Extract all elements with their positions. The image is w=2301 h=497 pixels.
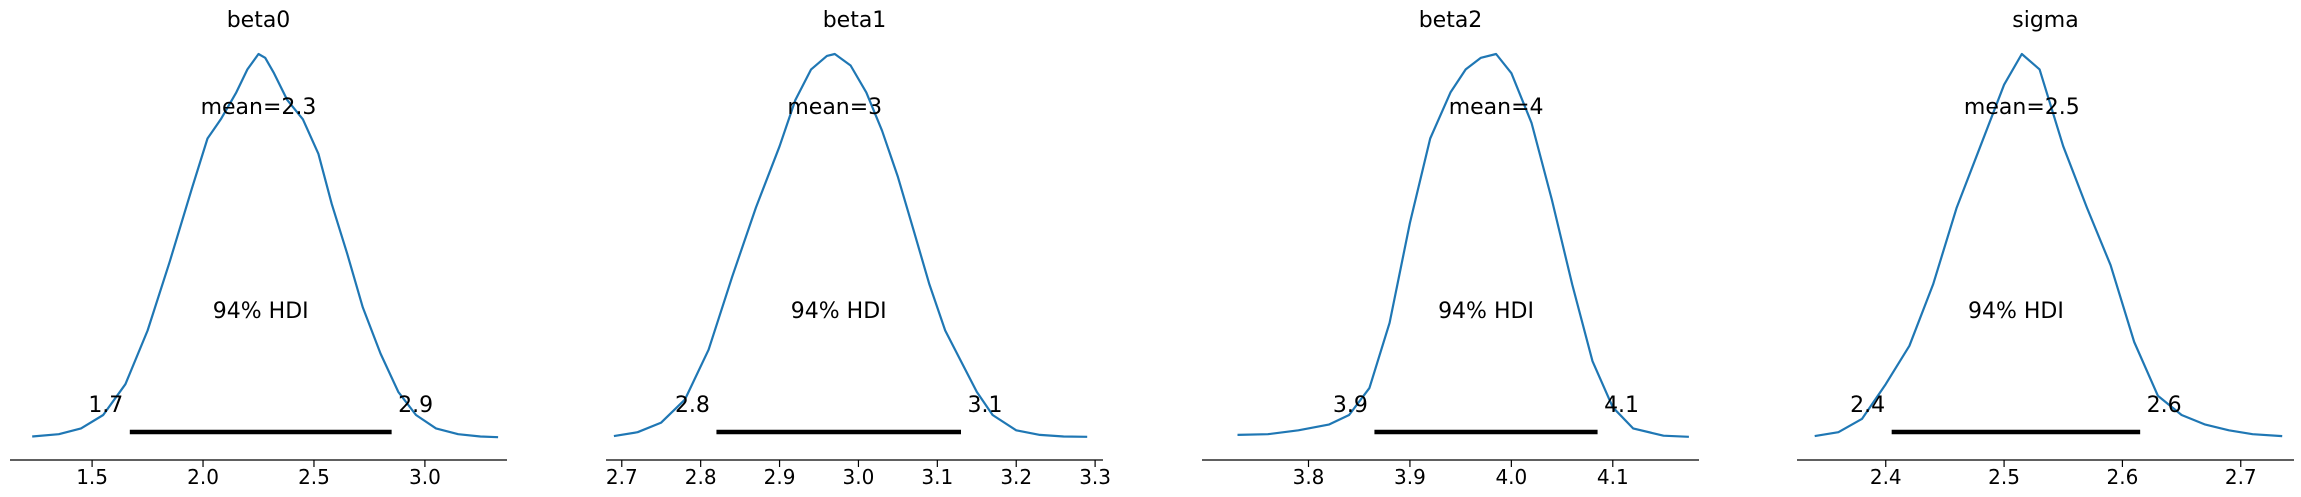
hdi-low-label: 3.9 (1333, 393, 1368, 418)
panel-title: beta1 (823, 8, 887, 33)
x-tick-label: 4.0 (1495, 465, 1527, 489)
density-line (32, 52, 499, 439)
mean-label: mean=2.5 (1964, 95, 2080, 120)
panel-beta2: beta2 mean=4 94% HDI 3.9 4.1 3.8 3.9 4.0 4.1 (1202, 8, 1699, 489)
hdi-label: 94% HDI (791, 299, 887, 324)
mean-label: mean=2.3 (201, 95, 317, 120)
x-tick-label: 1.5 (76, 465, 108, 489)
x-tick-label: 3.2 (1000, 465, 1032, 489)
hdi-low-label: 2.8 (675, 393, 710, 418)
x-tick-label: 3.0 (409, 465, 441, 489)
hdi-high-label: 2.9 (398, 393, 433, 418)
x-tick-label: 2.7 (606, 465, 638, 489)
x-tick-label: 3.1 (921, 465, 953, 489)
x-tick-label: 2.5 (298, 465, 330, 489)
panel-title: sigma (2012, 8, 2078, 33)
panel-title: beta0 (227, 8, 291, 33)
hdi-high-label: 3.1 (968, 393, 1003, 418)
x-tick-label: 2.5 (1988, 465, 2020, 489)
x-tick-label: 2.6 (2107, 465, 2139, 489)
panel-beta0: beta0 mean=2.3 94% HDI 1.7 2.9 1.5 2.0 2.5 3.0 (10, 8, 507, 489)
hdi-label: 94% HDI (1438, 299, 1534, 324)
x-tick-label: 2.9 (764, 465, 796, 489)
x-tick-label: 3.0 (843, 465, 875, 489)
hdi-label: 94% HDI (1968, 299, 2064, 324)
x-tick-label: 4.1 (1597, 465, 1629, 489)
hdi-low-label: 1.7 (88, 393, 123, 418)
x-tick-label: 3.8 (1293, 465, 1325, 489)
panel-beta1: beta1 mean=3 94% HDI 2.8 3.1 2.7 2.8 2.9 3.0 3.1 3… (606, 8, 1111, 489)
density-line (1237, 52, 1689, 438)
x-tick-label: 2.4 (1870, 465, 1902, 489)
panel-title: beta2 (1419, 8, 1483, 33)
x-tick-label: 3.9 (1394, 465, 1426, 489)
hdi-low-label: 2.4 (1850, 393, 1885, 418)
x-tick-label: 2.0 (187, 465, 219, 489)
mean-label: mean=4 (1449, 95, 1544, 120)
density-line (613, 52, 1088, 438)
x-tick-label: 3.3 (1079, 465, 1111, 489)
hdi-high-label: 2.6 (2147, 393, 2182, 418)
panel-sigma: sigma mean=2.5 94% HDI 2.4 2.6 2.4 2.5 2.6 2.7 (1797, 8, 2294, 489)
hdi-high-label: 4.1 (1604, 393, 1639, 418)
hdi-label: 94% HDI (213, 299, 309, 324)
x-tick-label: 2.8 (685, 465, 717, 489)
mean-label: mean=3 (787, 95, 882, 120)
x-tick-label: 2.7 (2225, 465, 2257, 489)
density-line (1814, 52, 2283, 438)
